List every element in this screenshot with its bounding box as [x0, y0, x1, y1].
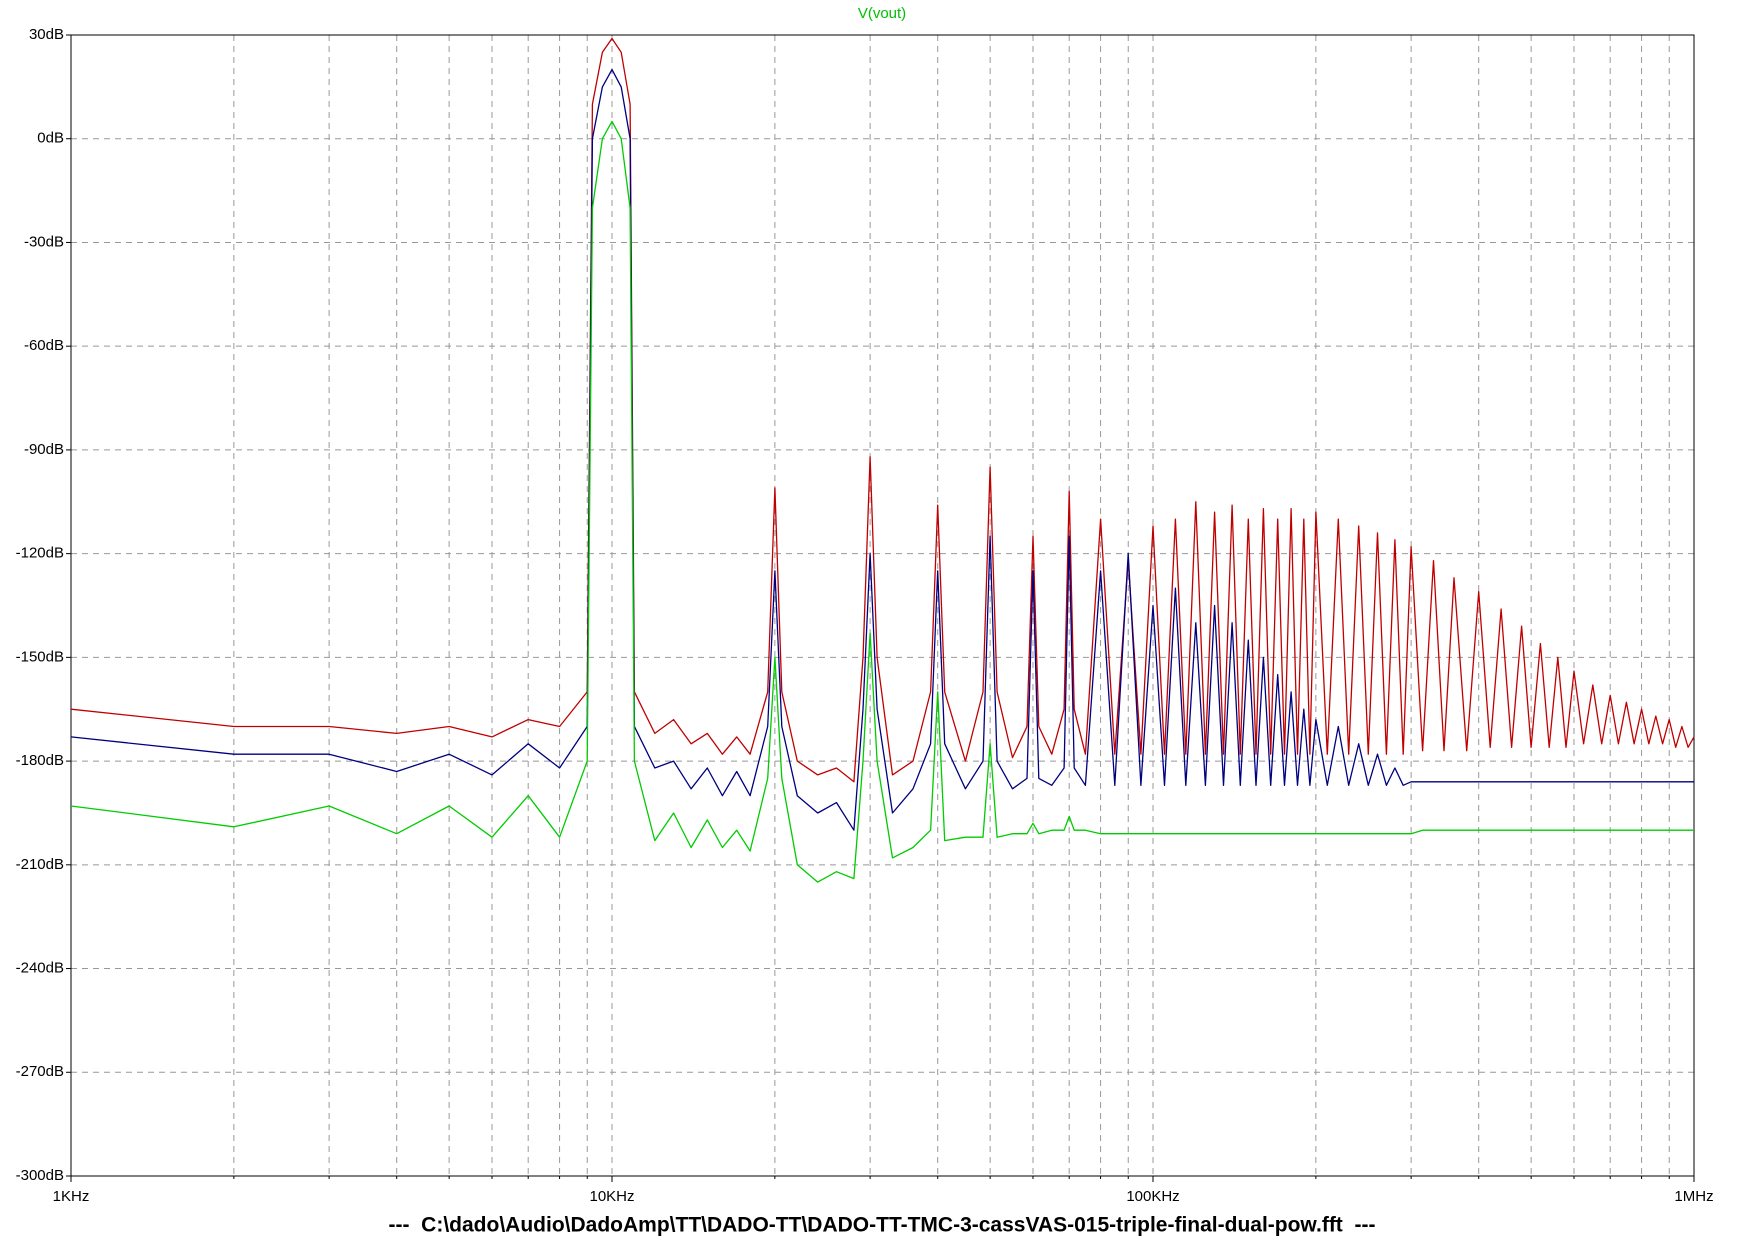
- series-line: [70, 68, 1694, 831]
- x-tick-label: 100KHz: [1126, 1188, 1179, 1205]
- y-tick-label: -150dB: [16, 648, 64, 665]
- series-line: [70, 120, 1694, 883]
- y-tick-label: -300dB: [16, 1167, 64, 1184]
- x-tick-label: 1KHz: [53, 1188, 90, 1205]
- y-tick-label: -120dB: [16, 545, 64, 562]
- series-line: [70, 37, 1695, 783]
- y-tick-label: -180dB: [16, 752, 64, 769]
- y-tick-label: -60dB: [24, 337, 64, 354]
- y-tick-label: -30dB: [24, 233, 64, 250]
- x-tick-label: 1MHz: [1674, 1188, 1713, 1205]
- y-tick-label: -90dB: [24, 441, 64, 458]
- y-tick-label: -240dB: [16, 960, 64, 977]
- y-tick-label: -210dB: [16, 856, 64, 873]
- chart-title: V(vout): [858, 5, 906, 22]
- plot-frame: [70, 34, 1695, 1177]
- y-tick-label: 0dB: [37, 130, 64, 147]
- x-tick-label: 10KHz: [589, 1188, 634, 1205]
- y-tick-label: -270dB: [16, 1063, 64, 1080]
- x-axis-label: --- C:\dado\Audio\DadoAmp\TT\DADO-TT\DAD…: [389, 1214, 1376, 1237]
- y-tick-label: 30dB: [29, 26, 64, 43]
